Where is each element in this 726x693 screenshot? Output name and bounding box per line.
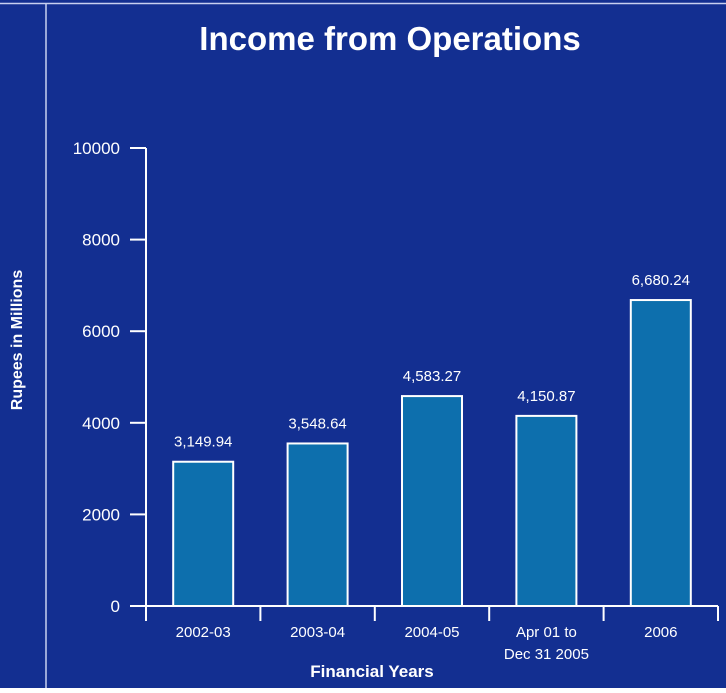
y-tick-label: 10000 bbox=[73, 139, 120, 158]
x-tick-label: Dec 31 2005 bbox=[504, 646, 589, 663]
y-tick-label: 2000 bbox=[82, 505, 120, 524]
x-tick-label: 2004-05 bbox=[404, 624, 459, 641]
y-ticks: 0 2000 4000 6000 8000 10000 bbox=[73, 139, 146, 616]
x-tick-label: 2003-04 bbox=[290, 624, 345, 641]
bar-value-label: 3,548.64 bbox=[288, 415, 346, 432]
y-axis-label: Rupees in Millions bbox=[9, 270, 26, 411]
x-tick-label: 2006 bbox=[644, 624, 677, 641]
bar bbox=[629, 299, 692, 607]
bar-value-label: 3,149.94 bbox=[174, 434, 232, 451]
chart-title: Income from Operations bbox=[199, 20, 580, 57]
bar-value-label: 4,150.87 bbox=[517, 388, 575, 405]
bar-value-label: 6,680.24 bbox=[632, 272, 690, 289]
y-tick-label: 4000 bbox=[82, 414, 120, 433]
bar bbox=[286, 442, 349, 607]
bar-value-label: 4,583.27 bbox=[403, 368, 461, 385]
y-tick-label: 0 bbox=[111, 597, 120, 616]
x-axis-label: Financial Years bbox=[310, 662, 433, 681]
bar bbox=[401, 395, 463, 608]
bar bbox=[515, 414, 578, 608]
y-tick-label: 6000 bbox=[82, 322, 120, 341]
y-tick-label: 8000 bbox=[82, 231, 120, 250]
bars: 3,149.94 3,548.64 4,583.27 4,150.87 6,680.24 bbox=[172, 272, 692, 608]
x-tick-label: Apr 01 to bbox=[516, 624, 577, 641]
x-tick-label: 2002-03 bbox=[176, 624, 231, 641]
bar bbox=[172, 460, 235, 608]
x-ticks: 2002-03 2003-04 2004-05 Apr 01 to Dec 31 200… bbox=[145, 606, 719, 663]
